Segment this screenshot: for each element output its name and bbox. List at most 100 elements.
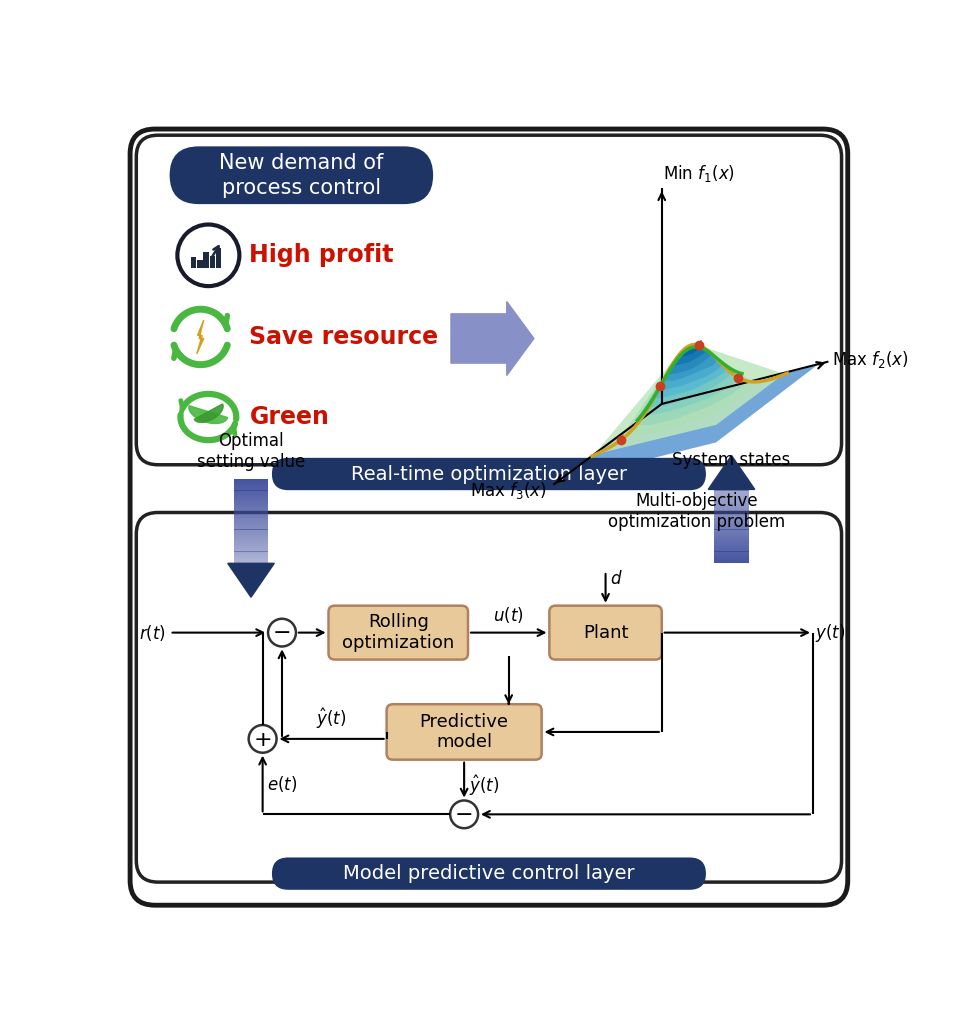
Bar: [714, 488, 748, 490]
Text: $\hat{y}(t)$: $\hat{y}(t)$: [316, 707, 346, 731]
FancyBboxPatch shape: [130, 129, 847, 905]
FancyBboxPatch shape: [136, 512, 841, 882]
Bar: [233, 499, 268, 501]
Bar: [714, 521, 748, 522]
Polygon shape: [196, 319, 204, 354]
Bar: [233, 543, 268, 545]
Bar: [233, 535, 268, 537]
Bar: [233, 506, 268, 508]
Bar: [714, 485, 748, 487]
Bar: [233, 487, 268, 488]
Bar: [714, 496, 748, 498]
Polygon shape: [666, 344, 712, 375]
Bar: [233, 532, 268, 535]
Bar: [233, 482, 268, 483]
Bar: [233, 552, 268, 553]
Bar: [215, 249, 221, 267]
Bar: [233, 521, 268, 522]
Circle shape: [268, 618, 295, 646]
Bar: [714, 542, 748, 543]
Bar: [714, 508, 748, 509]
Text: Optimal
setting value: Optimal setting value: [196, 432, 305, 471]
Polygon shape: [194, 403, 223, 423]
Text: −: −: [455, 805, 473, 825]
Polygon shape: [657, 344, 721, 389]
Bar: [233, 548, 268, 550]
Bar: [714, 509, 748, 511]
Bar: [714, 487, 748, 488]
Bar: [233, 561, 268, 563]
Bar: [233, 540, 268, 542]
Bar: [203, 252, 209, 267]
Text: Green: Green: [249, 406, 329, 429]
Bar: [233, 490, 268, 493]
Bar: [714, 490, 748, 493]
Text: System states: System states: [672, 452, 790, 469]
Bar: [714, 519, 748, 521]
Bar: [233, 526, 268, 527]
Bar: [714, 557, 748, 558]
FancyBboxPatch shape: [328, 605, 468, 659]
Text: $u(t)$: $u(t)$: [493, 605, 523, 625]
Text: −: −: [273, 624, 291, 643]
Text: Max $f_2(x)$: Max $f_2(x)$: [831, 349, 908, 370]
Bar: [233, 538, 268, 540]
Text: Plant: Plant: [582, 624, 628, 642]
Bar: [233, 488, 268, 490]
Bar: [233, 557, 268, 558]
FancyBboxPatch shape: [386, 705, 541, 760]
Polygon shape: [228, 563, 274, 597]
Bar: [233, 508, 268, 509]
Bar: [714, 482, 748, 483]
Bar: [714, 555, 748, 557]
Circle shape: [450, 801, 477, 828]
Bar: [233, 560, 268, 562]
Bar: [233, 483, 268, 485]
Bar: [233, 558, 268, 560]
Bar: [233, 498, 268, 499]
Bar: [233, 496, 268, 498]
Bar: [714, 478, 748, 480]
Polygon shape: [648, 344, 730, 407]
Polygon shape: [661, 344, 716, 381]
Bar: [714, 493, 748, 494]
Bar: [233, 550, 268, 552]
Text: $d$: $d$: [610, 569, 622, 588]
Bar: [714, 537, 748, 538]
Text: +: +: [253, 730, 272, 750]
Circle shape: [179, 316, 221, 357]
Bar: [714, 560, 748, 562]
Bar: [714, 529, 748, 531]
Bar: [233, 529, 268, 531]
Bar: [714, 553, 748, 555]
Bar: [714, 494, 748, 496]
Polygon shape: [707, 456, 754, 489]
Bar: [233, 494, 268, 496]
Polygon shape: [635, 344, 743, 425]
Bar: [233, 512, 268, 514]
Bar: [714, 514, 748, 516]
Bar: [714, 503, 748, 504]
Text: $e(t)$: $e(t)$: [267, 773, 297, 794]
Bar: [233, 514, 268, 516]
Text: Model predictive control layer: Model predictive control layer: [343, 864, 634, 883]
Bar: [714, 558, 748, 560]
Text: Real-time optimization layer: Real-time optimization layer: [351, 465, 626, 483]
Polygon shape: [593, 344, 783, 455]
Bar: [233, 531, 268, 532]
Bar: [233, 493, 268, 494]
Bar: [714, 543, 748, 545]
Polygon shape: [451, 301, 534, 376]
Bar: [197, 260, 202, 267]
Bar: [233, 519, 268, 521]
Bar: [714, 535, 748, 537]
Bar: [714, 506, 748, 508]
Bar: [714, 501, 748, 503]
Bar: [233, 553, 268, 555]
FancyBboxPatch shape: [272, 458, 705, 490]
Polygon shape: [560, 366, 816, 481]
Bar: [714, 532, 748, 535]
Text: Save resource: Save resource: [249, 325, 438, 349]
Bar: [714, 517, 748, 519]
Bar: [714, 547, 748, 548]
